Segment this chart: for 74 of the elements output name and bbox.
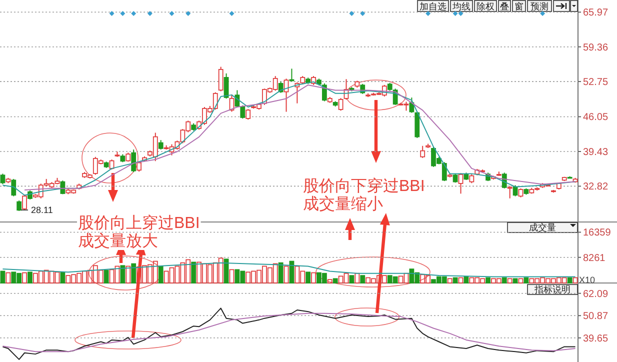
y-tick-label: 16359 bbox=[583, 228, 612, 239]
y-tick-label: 46.05 bbox=[583, 112, 608, 124]
y-tick-label: 52.75 bbox=[583, 77, 608, 88]
bar bbox=[284, 266, 289, 284]
bar bbox=[458, 277, 464, 284]
candlestick bbox=[507, 185, 512, 199]
bar bbox=[486, 277, 490, 284]
bar bbox=[0, 270, 6, 284]
bar bbox=[502, 277, 507, 284]
bar bbox=[104, 270, 109, 284]
annotation: 28.11 bbox=[31, 205, 53, 215]
candlestick bbox=[420, 145, 426, 158]
y-tick-label: 62.09 bbox=[583, 288, 608, 300]
line-series bbox=[2, 312, 576, 352]
y-tick-label: 39.43 bbox=[583, 146, 608, 158]
bar bbox=[126, 266, 131, 284]
bar bbox=[229, 269, 234, 284]
candlestick bbox=[414, 111, 420, 138]
candlestick bbox=[158, 140, 164, 150]
line-series bbox=[2, 262, 576, 278]
bar bbox=[464, 276, 469, 284]
y-tick-label: 65.97 bbox=[583, 8, 608, 19]
annotation: 成交量 bbox=[529, 222, 556, 232]
bar bbox=[278, 262, 284, 284]
bar bbox=[360, 275, 366, 284]
y-tick-label: 32.82 bbox=[583, 182, 608, 193]
annotation: 均线 bbox=[452, 2, 470, 12]
bar bbox=[572, 277, 578, 284]
candlestick bbox=[246, 108, 251, 120]
bar bbox=[158, 266, 164, 284]
bar bbox=[6, 272, 11, 284]
y-tick-label: 59.36 bbox=[583, 42, 608, 54]
candlestick bbox=[218, 66, 224, 92]
bar bbox=[524, 277, 529, 284]
bar bbox=[22, 272, 27, 284]
candlestick bbox=[322, 82, 327, 102]
line-series bbox=[2, 308, 576, 360]
bar bbox=[452, 277, 458, 284]
annotation: 成交量缩小 bbox=[303, 195, 383, 213]
bar bbox=[131, 263, 136, 284]
annotation: 窗 bbox=[514, 2, 524, 12]
annotation: 股价向下穿过BBI bbox=[303, 177, 425, 195]
candlestick bbox=[0, 173, 6, 185]
bar bbox=[447, 278, 452, 284]
bar bbox=[306, 272, 311, 284]
candlestick bbox=[409, 97, 414, 114]
bar bbox=[567, 277, 572, 284]
annotation: 除权 bbox=[476, 2, 494, 12]
bar bbox=[507, 278, 512, 284]
bar bbox=[28, 272, 32, 284]
y-tick-label: 8261 bbox=[583, 252, 606, 264]
candlestick bbox=[240, 104, 246, 120]
bar bbox=[332, 278, 338, 284]
y-tick-label: 39.65 bbox=[583, 333, 608, 344]
bar bbox=[518, 278, 524, 284]
bar bbox=[349, 275, 354, 284]
candlestick bbox=[11, 178, 16, 197]
bar bbox=[191, 262, 196, 284]
y-tick-label: 50.87 bbox=[583, 311, 608, 322]
annotation: 加自选 bbox=[420, 2, 446, 12]
candlestick bbox=[338, 98, 344, 112]
bar bbox=[354, 272, 360, 284]
candlestick bbox=[16, 200, 22, 212]
bar bbox=[327, 279, 332, 284]
annotation: 成交量放大 bbox=[78, 232, 158, 250]
annotation: 预测 bbox=[530, 2, 548, 12]
bar bbox=[311, 272, 316, 284]
annotation: 股价向上穿过BBI bbox=[78, 214, 200, 232]
candlestick bbox=[131, 149, 136, 173]
bar bbox=[512, 278, 518, 284]
annotation: 指标说明 bbox=[534, 284, 570, 294]
candlestick bbox=[458, 172, 464, 194]
bar bbox=[120, 265, 126, 284]
text: X10 bbox=[579, 275, 596, 285]
